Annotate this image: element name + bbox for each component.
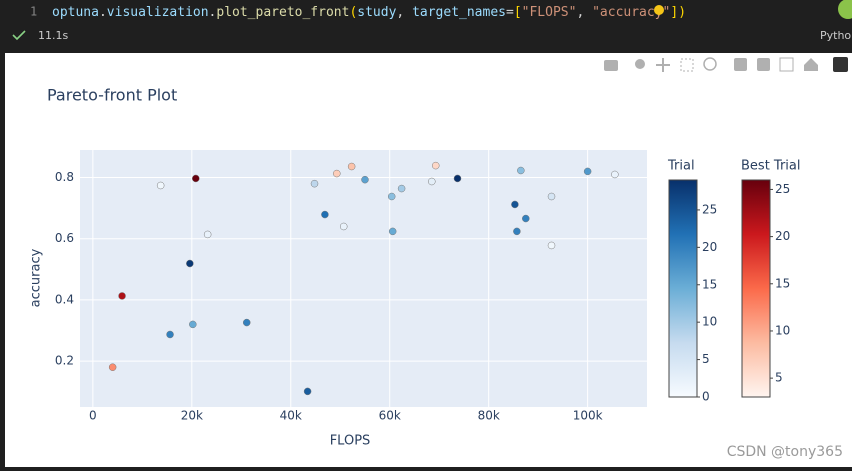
y-tick-label: 0.6 xyxy=(55,231,74,245)
colorbar-tick-label: 5 xyxy=(702,352,710,366)
code-token: visualization xyxy=(107,5,209,20)
scatter-point xyxy=(547,241,556,250)
y-tick-label: 0.4 xyxy=(55,292,74,306)
code-token: = xyxy=(506,5,514,20)
scatter-point xyxy=(108,363,117,371)
colorbar-tick-label: 15 xyxy=(775,276,790,290)
scatter-point xyxy=(186,259,194,268)
x-tick-label: 80k xyxy=(478,409,500,423)
x-tick-label: 0 xyxy=(89,409,97,423)
scatter-point xyxy=(242,318,251,327)
code-token: target_names xyxy=(412,5,506,20)
modebar[interactable] xyxy=(604,57,848,72)
autoscale-icon[interactable] xyxy=(779,57,794,72)
scatter-point xyxy=(453,174,462,183)
code-token: ) xyxy=(678,5,686,20)
kernel-name: Pytho xyxy=(820,29,851,42)
code-token: . xyxy=(99,5,107,20)
scatter-point xyxy=(388,227,397,236)
scatter-point xyxy=(347,162,356,171)
code-token: . xyxy=(209,5,217,20)
scatter-point xyxy=(387,192,396,201)
exec-time: 11.1s xyxy=(38,29,68,42)
scatter-point xyxy=(428,177,436,186)
colorbar-tick-label: 20 xyxy=(702,240,717,254)
scatter-point xyxy=(203,230,212,239)
kernel-status xyxy=(838,0,852,19)
zoom-out-icon[interactable] xyxy=(757,58,770,71)
scatter-point xyxy=(156,181,165,190)
scatter-point xyxy=(166,330,174,339)
x-axis-title: FLOPS xyxy=(330,434,371,449)
code-token: optuna xyxy=(52,5,99,20)
success-check xyxy=(12,30,26,41)
zoom-icon[interactable] xyxy=(635,59,645,69)
colorbar xyxy=(668,179,698,398)
colorbar-tick-label: 0 xyxy=(702,390,710,404)
scatter-point xyxy=(513,227,521,236)
scatter-point xyxy=(522,214,530,223)
plotly-logo[interactable] xyxy=(833,57,848,72)
code-token: plot_pareto_front xyxy=(216,5,349,20)
select-icon[interactable] xyxy=(680,58,694,72)
colorbar xyxy=(741,179,771,398)
plot-area xyxy=(80,150,647,407)
colorbar-tick-label: 10 xyxy=(775,323,790,337)
colorbar-title: Trial xyxy=(667,159,695,174)
y-tick-label: 0.8 xyxy=(55,170,74,184)
scatter-point xyxy=(339,222,348,231)
scatter-point xyxy=(547,192,556,201)
colorbar-tick-label: 10 xyxy=(702,315,717,329)
scatter-point xyxy=(361,175,369,184)
x-tick-label: 60k xyxy=(379,409,401,423)
watermark: CSDN @tony365 xyxy=(727,444,843,460)
chart-title: Pareto-front Plot xyxy=(47,86,177,105)
colorbar-tick-label: 25 xyxy=(702,202,717,216)
scatter-point xyxy=(611,170,619,179)
scatter-point xyxy=(511,200,519,209)
x-tick-label: 20k xyxy=(181,409,203,423)
x-tick-label: 40k xyxy=(280,409,302,423)
code-token: "FLOPS" xyxy=(522,5,577,20)
scatter-point xyxy=(583,167,592,176)
code-token: "accuracy" xyxy=(592,5,670,20)
lightbulb-icon[interactable] xyxy=(654,5,664,15)
line-number: 1 xyxy=(30,5,37,19)
y-axis-title: accuracy xyxy=(29,248,44,307)
y-tick-label: 0.2 xyxy=(55,354,74,368)
code-token: , xyxy=(396,5,412,20)
code-token: ( xyxy=(349,5,357,20)
colorbar-tick-label: 15 xyxy=(702,277,717,291)
scatter-point xyxy=(303,387,312,396)
code-token: ] xyxy=(670,5,678,20)
scatter-point xyxy=(321,210,329,219)
cell-header xyxy=(0,0,852,52)
scatter-point xyxy=(192,174,200,183)
x-tick-label: 100k xyxy=(573,409,603,423)
zoom-in-icon[interactable] xyxy=(734,58,747,71)
scatter-point xyxy=(189,320,197,329)
reset-icon[interactable] xyxy=(804,58,818,71)
camera-icon[interactable] xyxy=(604,60,618,71)
scatter-point xyxy=(517,166,525,175)
code-token: study xyxy=(357,5,396,20)
scatter-point xyxy=(310,179,319,188)
colorbar-title: Best Trial xyxy=(741,159,800,174)
lasso-icon[interactable] xyxy=(703,57,717,71)
scatter-point xyxy=(118,292,126,300)
code-token: , xyxy=(576,5,592,20)
colorbar-tick-label: 25 xyxy=(775,182,790,196)
scatter-point xyxy=(333,169,341,178)
pan-icon[interactable] xyxy=(656,58,670,72)
colorbar-tick-label: 5 xyxy=(775,371,783,385)
code-token: [ xyxy=(514,5,522,20)
code-line: optuna.visualization.plot_pareto_front(s… xyxy=(52,5,686,20)
colorbar-tick-label: 20 xyxy=(775,229,790,243)
scatter-point xyxy=(397,184,406,193)
scatter-point xyxy=(431,161,440,170)
